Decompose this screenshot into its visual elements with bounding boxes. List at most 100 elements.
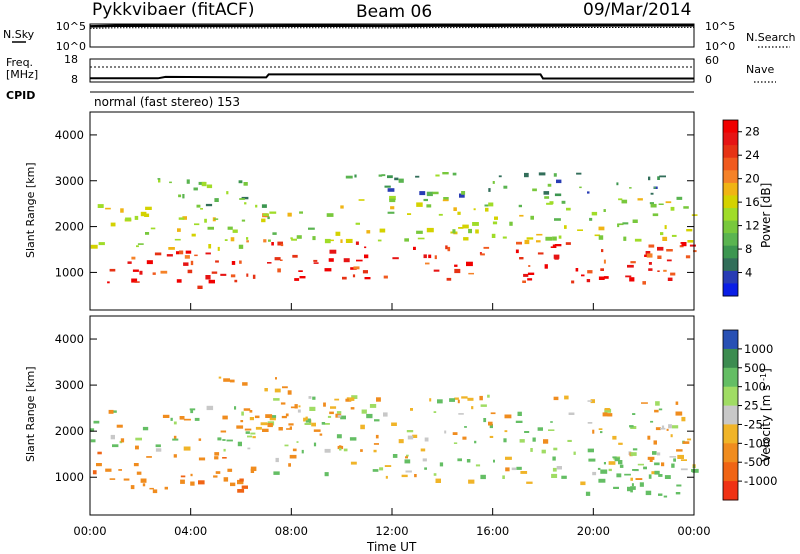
echo-cell [239, 260, 242, 264]
echo-cell [352, 274, 356, 278]
echo-cell [458, 227, 464, 229]
echo-cell [223, 477, 229, 482]
echo-cell [345, 398, 352, 402]
echo-cell [285, 413, 289, 417]
echo-cell [543, 191, 550, 195]
echo-cell [208, 279, 215, 284]
echo-cell [290, 406, 295, 409]
echo-cell [205, 252, 211, 255]
echo-cell [146, 456, 152, 458]
echo-cell [462, 224, 469, 229]
echo-cell [618, 442, 623, 445]
echo-cell [414, 474, 417, 478]
echo-cell [194, 417, 200, 421]
beam-title: Beam 06 [356, 2, 432, 22]
power-colorbar-segment [723, 245, 738, 259]
echo-cell [629, 425, 634, 428]
echo-cell [155, 448, 162, 452]
echo-cell [255, 204, 258, 208]
echo-cell [524, 431, 530, 433]
echo-cell [247, 447, 251, 450]
nsearch-tick-high: 10^5 [705, 20, 735, 33]
echo-cell [312, 236, 316, 241]
echo-cell [520, 471, 528, 474]
echo-cell [438, 213, 443, 216]
echo-cell [329, 411, 334, 415]
echo-cell [340, 415, 346, 420]
echo-cell [554, 218, 561, 221]
power-colorbar-segment [723, 283, 738, 297]
power-colorbar-segment [723, 170, 738, 184]
echo-cell [246, 273, 249, 277]
echo-cell [504, 430, 508, 433]
echo-cell [617, 224, 620, 228]
echo-cell [108, 409, 114, 414]
echo-cell [244, 428, 252, 431]
echo-cell [173, 435, 177, 439]
echo-cell [361, 409, 367, 414]
nsky-tick-low: 10^0 [56, 40, 86, 53]
echo-cell [556, 179, 562, 184]
echo-cell [262, 428, 269, 432]
velocity-colorbar-segment [723, 405, 738, 425]
x-tick-label: 08:00 [275, 524, 308, 538]
power-ylabel: Slant Range [km] [24, 162, 37, 258]
echo-cell [483, 246, 490, 249]
x-tick-label: 20:00 [577, 524, 610, 538]
echo-cell [660, 232, 664, 236]
echo-cell [493, 459, 495, 463]
echo-cell [90, 428, 95, 432]
echo-cell [324, 268, 332, 272]
echo-cell [299, 276, 306, 279]
echo-cell [97, 204, 104, 208]
echo-cell [629, 277, 635, 282]
echo-cell [313, 429, 321, 432]
echo-cell [267, 262, 272, 264]
echo-cell [246, 240, 249, 243]
echo-cell [600, 268, 604, 271]
echo-cell [471, 406, 474, 410]
echo-cell [492, 181, 495, 184]
echo-cell [519, 257, 524, 260]
echo-cell [308, 227, 315, 230]
echo-cell [250, 432, 256, 435]
echo-cell [265, 414, 273, 418]
echo-cell [387, 175, 393, 179]
echo-cell [464, 426, 467, 428]
echo-cell [425, 262, 430, 265]
echo-cell [613, 486, 619, 489]
echo-cell [629, 187, 632, 189]
echo-cell [234, 279, 238, 283]
echo-cell [312, 396, 316, 400]
echo-cell [536, 240, 541, 243]
echo-cell [214, 218, 219, 220]
echo-cell [452, 432, 458, 435]
echo-cell [204, 218, 207, 223]
echo-cell [502, 475, 505, 479]
echo-cell [289, 426, 292, 430]
echo-cell [650, 203, 657, 208]
echo-cell [580, 481, 586, 486]
echo-cell [238, 180, 243, 184]
echo-cell [123, 478, 130, 481]
echo-cell [176, 279, 182, 283]
echo-cell [641, 402, 648, 404]
y-tick-label: 3000 [55, 378, 84, 392]
echo-cell [453, 442, 458, 444]
echo-cell [191, 233, 196, 237]
echo-cell [480, 404, 487, 407]
echo-cell [362, 270, 368, 274]
freq-tick-low: 8 [71, 73, 78, 86]
echo-cell [160, 270, 168, 274]
echo-cell [374, 419, 380, 422]
echo-cell [267, 216, 270, 220]
echo-cell [313, 442, 317, 447]
echo-cell [480, 253, 485, 256]
echo-cell [269, 415, 277, 419]
echo-cell [398, 439, 404, 444]
echo-cell [131, 256, 136, 260]
echo-cell [630, 477, 633, 481]
echo-cell [650, 192, 654, 195]
echo-cell [600, 431, 603, 434]
echo-cell [134, 281, 140, 283]
